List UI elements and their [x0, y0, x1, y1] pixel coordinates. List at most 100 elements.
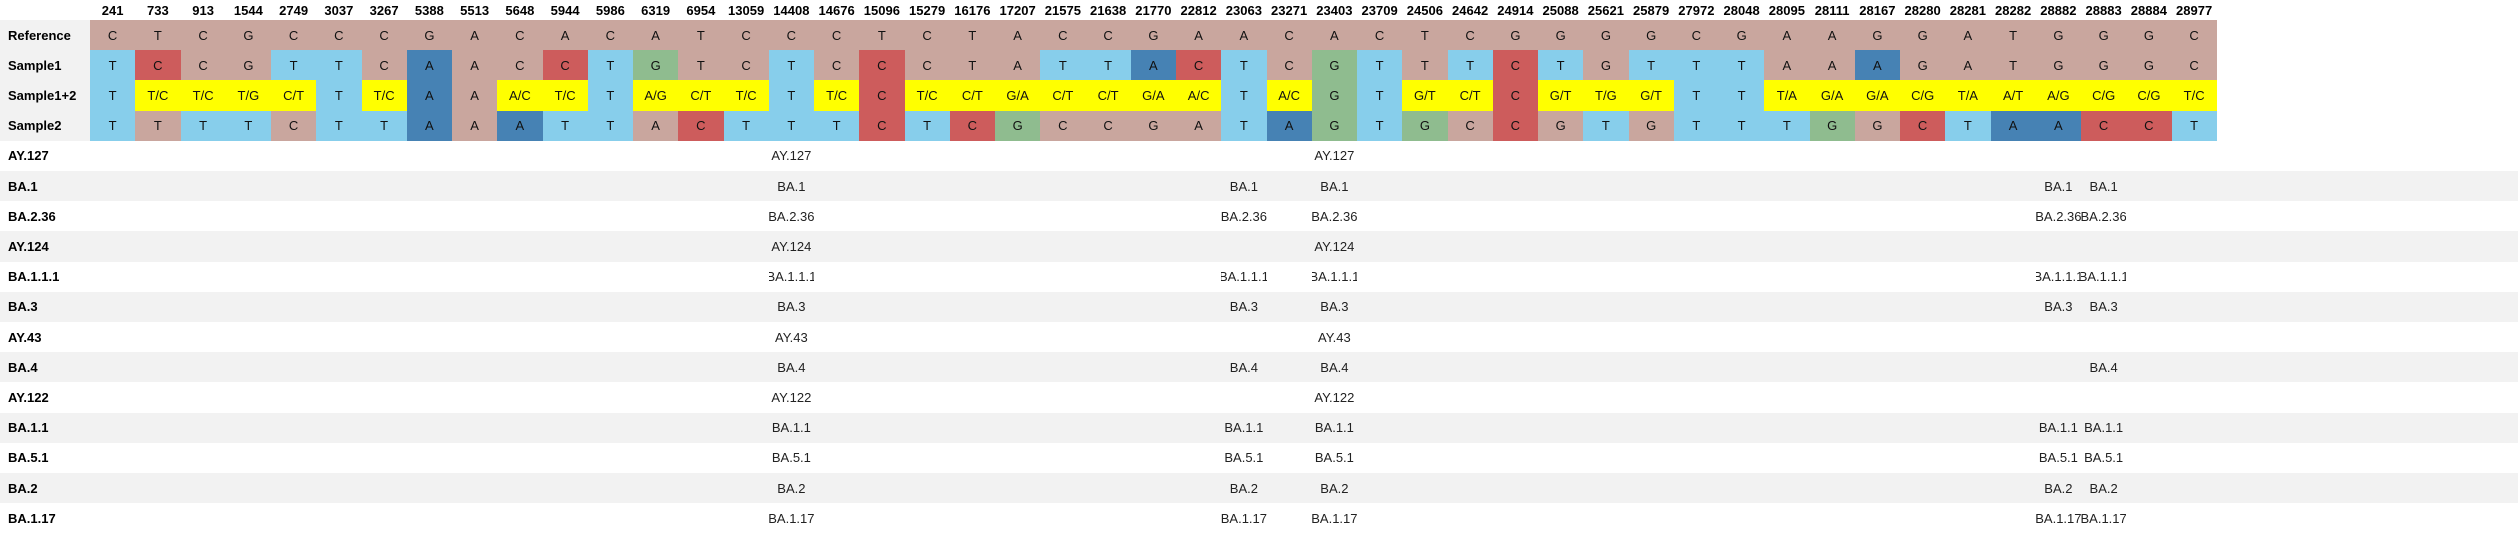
base-cell: T	[1447, 50, 1493, 81]
base-cell: T	[316, 80, 362, 111]
position-header: 28167	[1859, 2, 1896, 18]
lineage-cell: BA.1.17	[2081, 510, 2127, 526]
position-header: 5944	[550, 2, 580, 18]
base-cell: T	[768, 80, 814, 111]
position-header: 25621	[1587, 2, 1624, 18]
lineage-label: BA.3	[8, 299, 38, 315]
base-cell: A	[452, 110, 498, 141]
base-cell: G	[1492, 20, 1538, 51]
row-stripe	[0, 261, 2518, 292]
position-header: 24914	[1497, 2, 1534, 18]
position-header: 14408	[773, 2, 810, 18]
base-cell: C/G	[1900, 80, 1946, 111]
base-cell: T	[1357, 50, 1403, 81]
base-cell: A	[995, 20, 1041, 51]
row-stripe	[0, 171, 2518, 202]
lineage-cell: BA.1	[2044, 178, 2073, 194]
base-cell: G	[1719, 20, 1765, 51]
lineage-cell: AY.127	[771, 148, 812, 164]
base-cell: A	[406, 50, 452, 81]
lineage-cell: BA.1	[1320, 178, 1349, 194]
row-label: Sample1	[0, 50, 90, 81]
position-header: 21575	[1044, 2, 1081, 18]
base-cell: C	[1447, 20, 1493, 51]
base-cell: T	[1673, 50, 1719, 81]
base-cell: C	[814, 20, 860, 51]
base-cell: G	[1130, 20, 1176, 51]
position-header: 21770	[1135, 2, 1172, 18]
lineage-label: BA.5.1	[8, 450, 49, 466]
lineage-cell: BA.1.1	[1224, 420, 1264, 436]
base-cell: C	[271, 20, 317, 51]
base-cell: C	[1492, 80, 1538, 111]
base-cell: T	[135, 110, 181, 141]
position-header: 25088	[1542, 2, 1579, 18]
base-cell: T/A	[1764, 80, 1810, 111]
base-cell: T	[768, 110, 814, 141]
row-stripe	[0, 231, 2518, 262]
row-label: Sample2	[0, 110, 90, 141]
row-stripe	[0, 503, 2518, 533]
base-cell: T	[271, 50, 317, 81]
row-stripe	[0, 140, 2518, 171]
base-cell: T	[90, 80, 136, 111]
lineage-cell: BA.5.1	[1224, 450, 1264, 466]
position-header: 28977	[2176, 2, 2213, 18]
position-header: 6319	[641, 2, 671, 18]
base-cell: C	[1900, 110, 1946, 141]
lineage-cell: BA.2	[2044, 480, 2073, 496]
position-header: 17207	[999, 2, 1036, 18]
base-cell: T	[1402, 50, 1448, 81]
base-cell: T	[135, 20, 181, 51]
base-cell: A	[633, 20, 679, 51]
position-header: 3267	[369, 2, 399, 18]
base-cell: A	[1809, 20, 1855, 51]
lineage-label: BA.1.1	[8, 420, 49, 436]
position-header: 23709	[1361, 2, 1398, 18]
row-label: Reference	[0, 20, 90, 51]
base-cell: C	[1447, 110, 1493, 141]
base-cell: T/C	[135, 80, 181, 111]
base-cell: T	[1990, 50, 2036, 81]
base-cell: T	[1221, 80, 1267, 111]
base-cell: T	[1945, 110, 1991, 141]
lineage-cell: AY.122	[1314, 389, 1355, 405]
base-cell: G	[2126, 50, 2172, 81]
position-header: 28884	[2130, 2, 2167, 18]
base-cell: C	[859, 80, 905, 111]
base-cell: T	[1583, 110, 1629, 141]
lineage-label: BA.1.17	[8, 510, 56, 526]
base-cell: G	[2035, 20, 2081, 51]
base-cell: C	[542, 50, 588, 81]
base-cell: G	[1854, 20, 1900, 51]
base-cell: T	[904, 110, 950, 141]
base-cell: G	[1311, 80, 1357, 111]
base-cell: G/A	[1809, 80, 1855, 111]
base-cell: A	[1176, 20, 1222, 51]
base-cell: G/T	[1628, 80, 1674, 111]
base-cell: T	[1673, 80, 1719, 111]
lineage-cell: BA.1.17	[2035, 510, 2081, 526]
base-cell: A/C	[1176, 80, 1222, 111]
base-cell: A	[633, 110, 679, 141]
base-cell: A	[1945, 20, 1991, 51]
lineage-cell: BA.5.1	[771, 450, 811, 466]
base-cell: C/T	[949, 80, 995, 111]
lineage-label: BA.4	[8, 359, 38, 375]
base-cell: C/T	[1085, 80, 1131, 111]
base-cell: T	[814, 110, 860, 141]
lineage-cell: BA.3	[1320, 299, 1349, 315]
base-cell: T/C	[542, 80, 588, 111]
base-cell: T	[859, 20, 905, 51]
base-cell: G	[1900, 20, 1946, 51]
lineage-cell: BA.1.1.1	[2035, 269, 2081, 285]
base-cell: G/A	[1130, 80, 1176, 111]
position-header: 28095	[1768, 2, 1805, 18]
base-cell: T	[949, 20, 995, 51]
base-cell: A	[1130, 50, 1176, 81]
base-cell: T	[90, 50, 136, 81]
base-cell: G	[1402, 110, 1448, 141]
base-cell: C	[361, 50, 407, 81]
base-cell: A	[2035, 110, 2081, 141]
base-cell: A	[497, 110, 543, 141]
